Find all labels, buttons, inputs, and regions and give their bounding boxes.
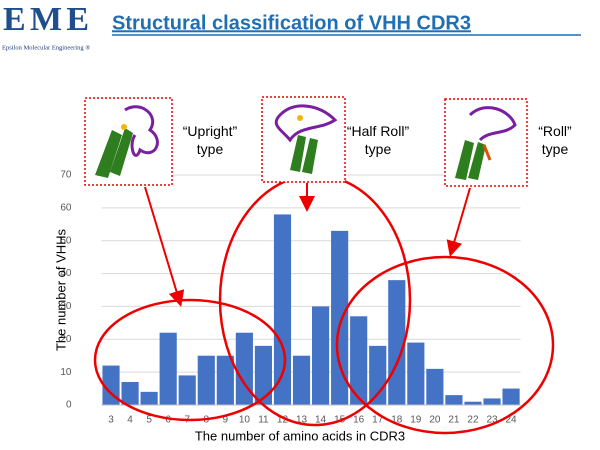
x-tick-label: 20	[429, 415, 441, 426]
annotation-line: type	[197, 141, 224, 157]
y-tick-label: 30	[60, 301, 72, 312]
x-tick-label: 14	[315, 415, 327, 426]
bar	[235, 332, 253, 405]
structure-box	[444, 98, 528, 187]
bar	[407, 342, 425, 405]
bar	[369, 345, 387, 405]
bar	[502, 388, 520, 405]
bar	[121, 382, 139, 405]
x-tick-label: 13	[296, 415, 308, 426]
x-tick-label: 6	[165, 415, 171, 426]
ellipse	[93, 298, 287, 422]
slide-title: Structural classification of VHH CDR3	[112, 12, 471, 34]
x-tick-label: 24	[506, 415, 518, 426]
x-tick-label: 3	[108, 415, 114, 426]
bar	[483, 398, 501, 405]
x-axis-label: The number of amino acids in CDR3	[195, 428, 405, 443]
y-tick-label: 0	[66, 400, 72, 411]
structure-box	[261, 96, 346, 183]
x-tick-label: 9	[223, 415, 229, 426]
annotation-line: type	[542, 141, 569, 157]
x-tick-label: 11	[258, 415, 269, 426]
bar	[464, 401, 482, 405]
y-tick-label: 40	[60, 268, 72, 279]
x-tick-label: 12	[277, 415, 289, 426]
bar	[102, 365, 120, 405]
bar	[388, 280, 406, 405]
x-tick-label: 18	[391, 415, 403, 426]
bar	[159, 332, 177, 405]
y-tick-label: 60	[60, 202, 72, 213]
x-tick-label: 16	[353, 415, 365, 426]
structure-box	[84, 97, 173, 186]
bar	[426, 368, 444, 405]
annotation: “Half Roll” type	[347, 123, 410, 157]
x-tick-label: 17	[372, 415, 384, 426]
annotation: “Roll” type	[538, 123, 572, 157]
y-axis-label: The number of VHHs	[53, 228, 68, 351]
bar	[292, 355, 311, 405]
annotation-line: type	[365, 141, 392, 157]
bar	[197, 355, 215, 405]
bar	[350, 316, 368, 405]
bar	[331, 230, 349, 405]
ellipse	[335, 255, 555, 435]
x-tick-label: 22	[467, 415, 479, 426]
bar	[140, 391, 158, 405]
x-tick-label: 5	[146, 415, 152, 426]
y-tick-label: 20	[60, 334, 72, 345]
x-tick-label: 10	[239, 415, 251, 426]
bar	[254, 345, 272, 405]
arrow	[446, 187, 471, 257]
arrow	[144, 186, 185, 307]
x-tick-label: 19	[410, 415, 422, 426]
bar	[312, 306, 330, 405]
logo-caption: Epsilon Molecular Engineering ®	[2, 44, 90, 51]
y-tick-label: 10	[60, 367, 72, 378]
annotation: “Upright” type	[183, 123, 238, 157]
annotation-line: “Roll”	[538, 123, 572, 139]
bar	[445, 395, 463, 405]
overlay	[84, 96, 555, 435]
annotation-line: “Upright”	[183, 123, 238, 139]
y-tick-label: 50	[60, 235, 72, 246]
bar	[273, 214, 292, 405]
logo-mark: EME	[3, 1, 89, 38]
x-tick-label: 21	[448, 415, 460, 426]
bar	[178, 375, 196, 405]
y-tick-label: 70	[60, 170, 72, 181]
bar	[216, 355, 234, 405]
x-tick-label: 4	[127, 415, 133, 426]
annotation-line: “Half Roll”	[347, 123, 410, 139]
x-tick-label: 23	[486, 415, 498, 426]
